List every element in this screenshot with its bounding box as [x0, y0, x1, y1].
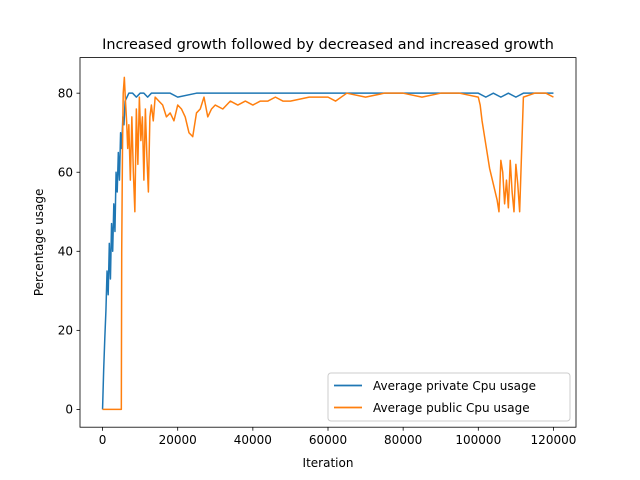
- x-axis-ticks: 0 20000 40000 60000 80000 100000 120000: [99, 427, 577, 447]
- legend: Average private Cpu usage Average public…: [327, 372, 571, 422]
- series-line-public-cpu: [102, 76, 554, 411]
- legend-label-public: Average public Cpu usage: [373, 401, 530, 415]
- x-tick-label: 60000: [309, 433, 347, 447]
- x-tick-label: 20000: [159, 433, 197, 447]
- y-tick-label: 0: [65, 403, 73, 417]
- legend-box: [327, 372, 571, 422]
- y-axis-label: Percentage usage: [32, 189, 46, 297]
- y-tick-label: 60: [58, 166, 73, 180]
- x-tick-label: 40000: [234, 433, 272, 447]
- y-tick-label: 20: [58, 324, 73, 338]
- y-tick-label: 80: [58, 86, 73, 100]
- x-tick-label: 100000: [455, 433, 501, 447]
- x-tick-label: 0: [99, 433, 107, 447]
- x-tick-label: 80000: [384, 433, 422, 447]
- x-tick-label: 120000: [531, 433, 577, 447]
- x-axis-label: Iteration: [303, 456, 354, 470]
- plot-lines: [101, 76, 554, 411]
- series-line-private-cpu: [101, 92, 554, 410]
- chart-title: Increased growth followed by decreased a…: [102, 37, 554, 53]
- legend-label-private: Average private Cpu usage: [373, 379, 536, 393]
- y-axis-ticks: 0 20 40 60 80: [58, 86, 80, 417]
- y-tick-label: 40: [58, 245, 73, 259]
